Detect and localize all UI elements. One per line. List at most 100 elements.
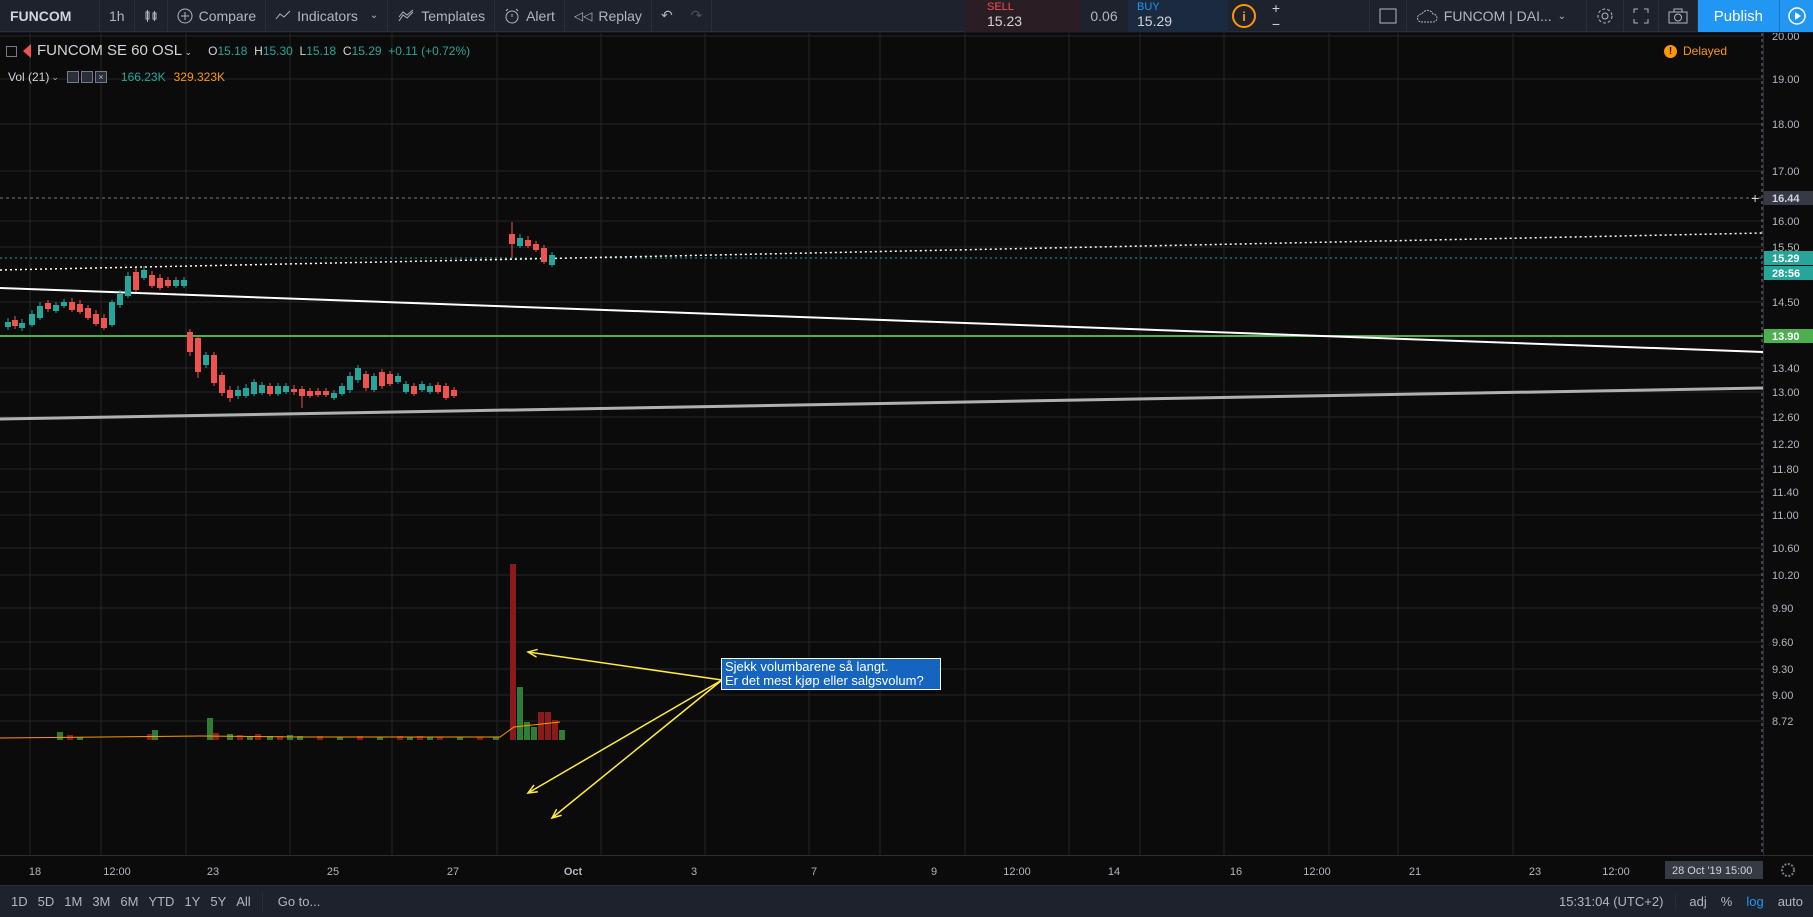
range-1d[interactable]: 1D xyxy=(11,894,28,909)
volume-bar[interactable] xyxy=(538,712,544,740)
candle-body[interactable] xyxy=(133,272,139,290)
eye-icon[interactable] xyxy=(66,71,79,83)
range-3m[interactable]: 3M xyxy=(92,894,111,909)
range-5y[interactable]: 5Y xyxy=(210,894,227,909)
candle-body[interactable] xyxy=(403,384,409,392)
candle-body[interactable] xyxy=(109,302,115,325)
volume-bar[interactable] xyxy=(317,736,323,740)
candle-body[interactable] xyxy=(149,275,155,286)
range-1y[interactable]: 1Y xyxy=(184,894,201,909)
volume-bar[interactable] xyxy=(559,730,565,740)
candle-body[interactable] xyxy=(307,391,313,396)
candle-body[interactable] xyxy=(411,386,417,394)
price-axis-canvas[interactable]: 20.0019.0018.0017.0016.0015.5014.5013.40… xyxy=(1764,31,1813,855)
candle-body[interactable] xyxy=(77,304,83,312)
settings-button[interactable] xyxy=(1587,0,1624,32)
quantity-plus-button[interactable]: + xyxy=(1271,0,1281,16)
sell-button[interactable]: SELL 15.23 xyxy=(965,0,1080,32)
volume-bar[interactable] xyxy=(457,737,463,740)
volume-bar[interactable] xyxy=(510,564,516,740)
legend-symbol[interactable]: FUNCOM SE 60 OSL ⌄ xyxy=(37,42,192,59)
fullscreen-button[interactable] xyxy=(1624,0,1659,32)
candle-body[interactable] xyxy=(533,244,539,250)
candle-body[interactable] xyxy=(61,302,67,306)
quantity-minus-button[interactable]: − xyxy=(1271,15,1281,32)
interval-button[interactable]: 1h xyxy=(100,0,135,32)
candle-body[interactable] xyxy=(427,386,433,392)
volume-bar[interactable] xyxy=(407,737,413,740)
volume-bar[interactable] xyxy=(545,712,551,740)
settings-small-icon[interactable] xyxy=(80,71,93,83)
delayed-badge[interactable]: ! Delayed xyxy=(1664,44,1727,58)
candle-body[interactable] xyxy=(235,390,241,396)
compare-button[interactable]: Compare xyxy=(168,0,267,32)
publish-button[interactable]: Publish xyxy=(1697,0,1779,32)
volume-bar[interactable] xyxy=(493,737,499,740)
candle-body[interactable] xyxy=(363,374,369,388)
fullscreen-square-button[interactable] xyxy=(1368,0,1407,32)
goto-button[interactable]: Go to... xyxy=(277,894,321,909)
range-ytd[interactable]: YTD xyxy=(148,894,175,909)
volume-title[interactable]: Vol (21) xyxy=(8,70,50,84)
volume-bar[interactable] xyxy=(397,736,403,740)
info-icon[interactable]: i xyxy=(1232,4,1256,28)
undo-button[interactable]: ↶ xyxy=(652,0,682,32)
candle-body[interactable] xyxy=(117,294,123,305)
candle-body[interactable] xyxy=(549,255,555,265)
candle-body[interactable] xyxy=(53,305,59,311)
volume-bar[interactable] xyxy=(477,737,483,740)
candle-body[interactable] xyxy=(187,332,193,352)
candle-body[interactable] xyxy=(395,376,401,382)
dotted-trend-line[interactable] xyxy=(0,232,1764,271)
candle-body[interactable] xyxy=(157,278,163,288)
candle-body[interactable] xyxy=(12,320,18,326)
candle-body[interactable] xyxy=(181,280,187,286)
alert-button[interactable]: Alert xyxy=(495,0,565,32)
candle-body[interactable] xyxy=(29,314,35,325)
candle-body[interactable] xyxy=(315,391,321,395)
candle-body[interactable] xyxy=(419,384,425,390)
range-6m[interactable]: 6M xyxy=(120,894,139,909)
chart-pane[interactable]: + xyxy=(0,33,1764,855)
candle-body[interactable] xyxy=(125,276,131,296)
descending-trendline[interactable] xyxy=(0,287,1764,353)
range-all[interactable]: All xyxy=(236,894,251,909)
time-axis[interactable]: 18 12:00 23 25 27 Oct 3 7 9 12:00 14 16 12:00 21 23 12:… xyxy=(0,855,1813,885)
log-toggle[interactable]: log xyxy=(1746,894,1764,909)
candle-body[interactable] xyxy=(45,303,51,309)
ascending-trendline[interactable] xyxy=(0,386,1764,421)
volume-bar[interactable] xyxy=(377,737,383,740)
candle-body[interactable] xyxy=(275,386,281,394)
volume-bar[interactable] xyxy=(337,737,343,740)
buy-button[interactable]: BUY 15.29 xyxy=(1128,0,1228,32)
volume-bar[interactable] xyxy=(237,735,243,740)
candle-body[interactable] xyxy=(299,389,305,396)
candle-body[interactable] xyxy=(69,302,75,310)
candle-body[interactable] xyxy=(323,391,329,395)
volume-bar[interactable] xyxy=(517,687,523,740)
candle-body[interactable] xyxy=(37,306,43,318)
candle-body[interactable] xyxy=(101,318,107,328)
clock[interactable]: 15:31:04 (UTC+2) xyxy=(1552,894,1677,909)
callout-note[interactable]: Sjekk volumbarene så langt. Er det mest … xyxy=(721,658,941,690)
volume-bar[interactable] xyxy=(57,732,63,740)
time-axis-canvas[interactable]: 18 12:00 23 25 27 Oct 3 7 9 12:00 14 16 12:00 21 23 12:… xyxy=(0,856,1813,886)
percent-toggle[interactable]: % xyxy=(1720,894,1733,909)
candle-body[interactable] xyxy=(379,372,385,386)
candle-body[interactable] xyxy=(517,238,523,246)
candle-body[interactable] xyxy=(435,385,441,392)
candle-body[interactable] xyxy=(173,280,179,286)
axis-settings-icon[interactable] xyxy=(1781,863,1795,877)
symbol-search[interactable]: FUNCOM xyxy=(0,0,100,32)
redo-button[interactable]: ↷ xyxy=(682,0,713,32)
candle-body[interactable] xyxy=(541,248,547,262)
candle-body[interactable] xyxy=(291,389,297,392)
volume-bar[interactable] xyxy=(287,735,293,740)
candle-body[interactable] xyxy=(93,314,99,324)
candle-body[interactable] xyxy=(165,280,171,286)
candle-body[interactable] xyxy=(347,376,353,390)
play-button[interactable] xyxy=(1779,0,1813,32)
collapse-icon[interactable] xyxy=(6,46,17,57)
range-5d[interactable]: 5D xyxy=(37,894,55,909)
candle-body[interactable] xyxy=(227,390,233,398)
